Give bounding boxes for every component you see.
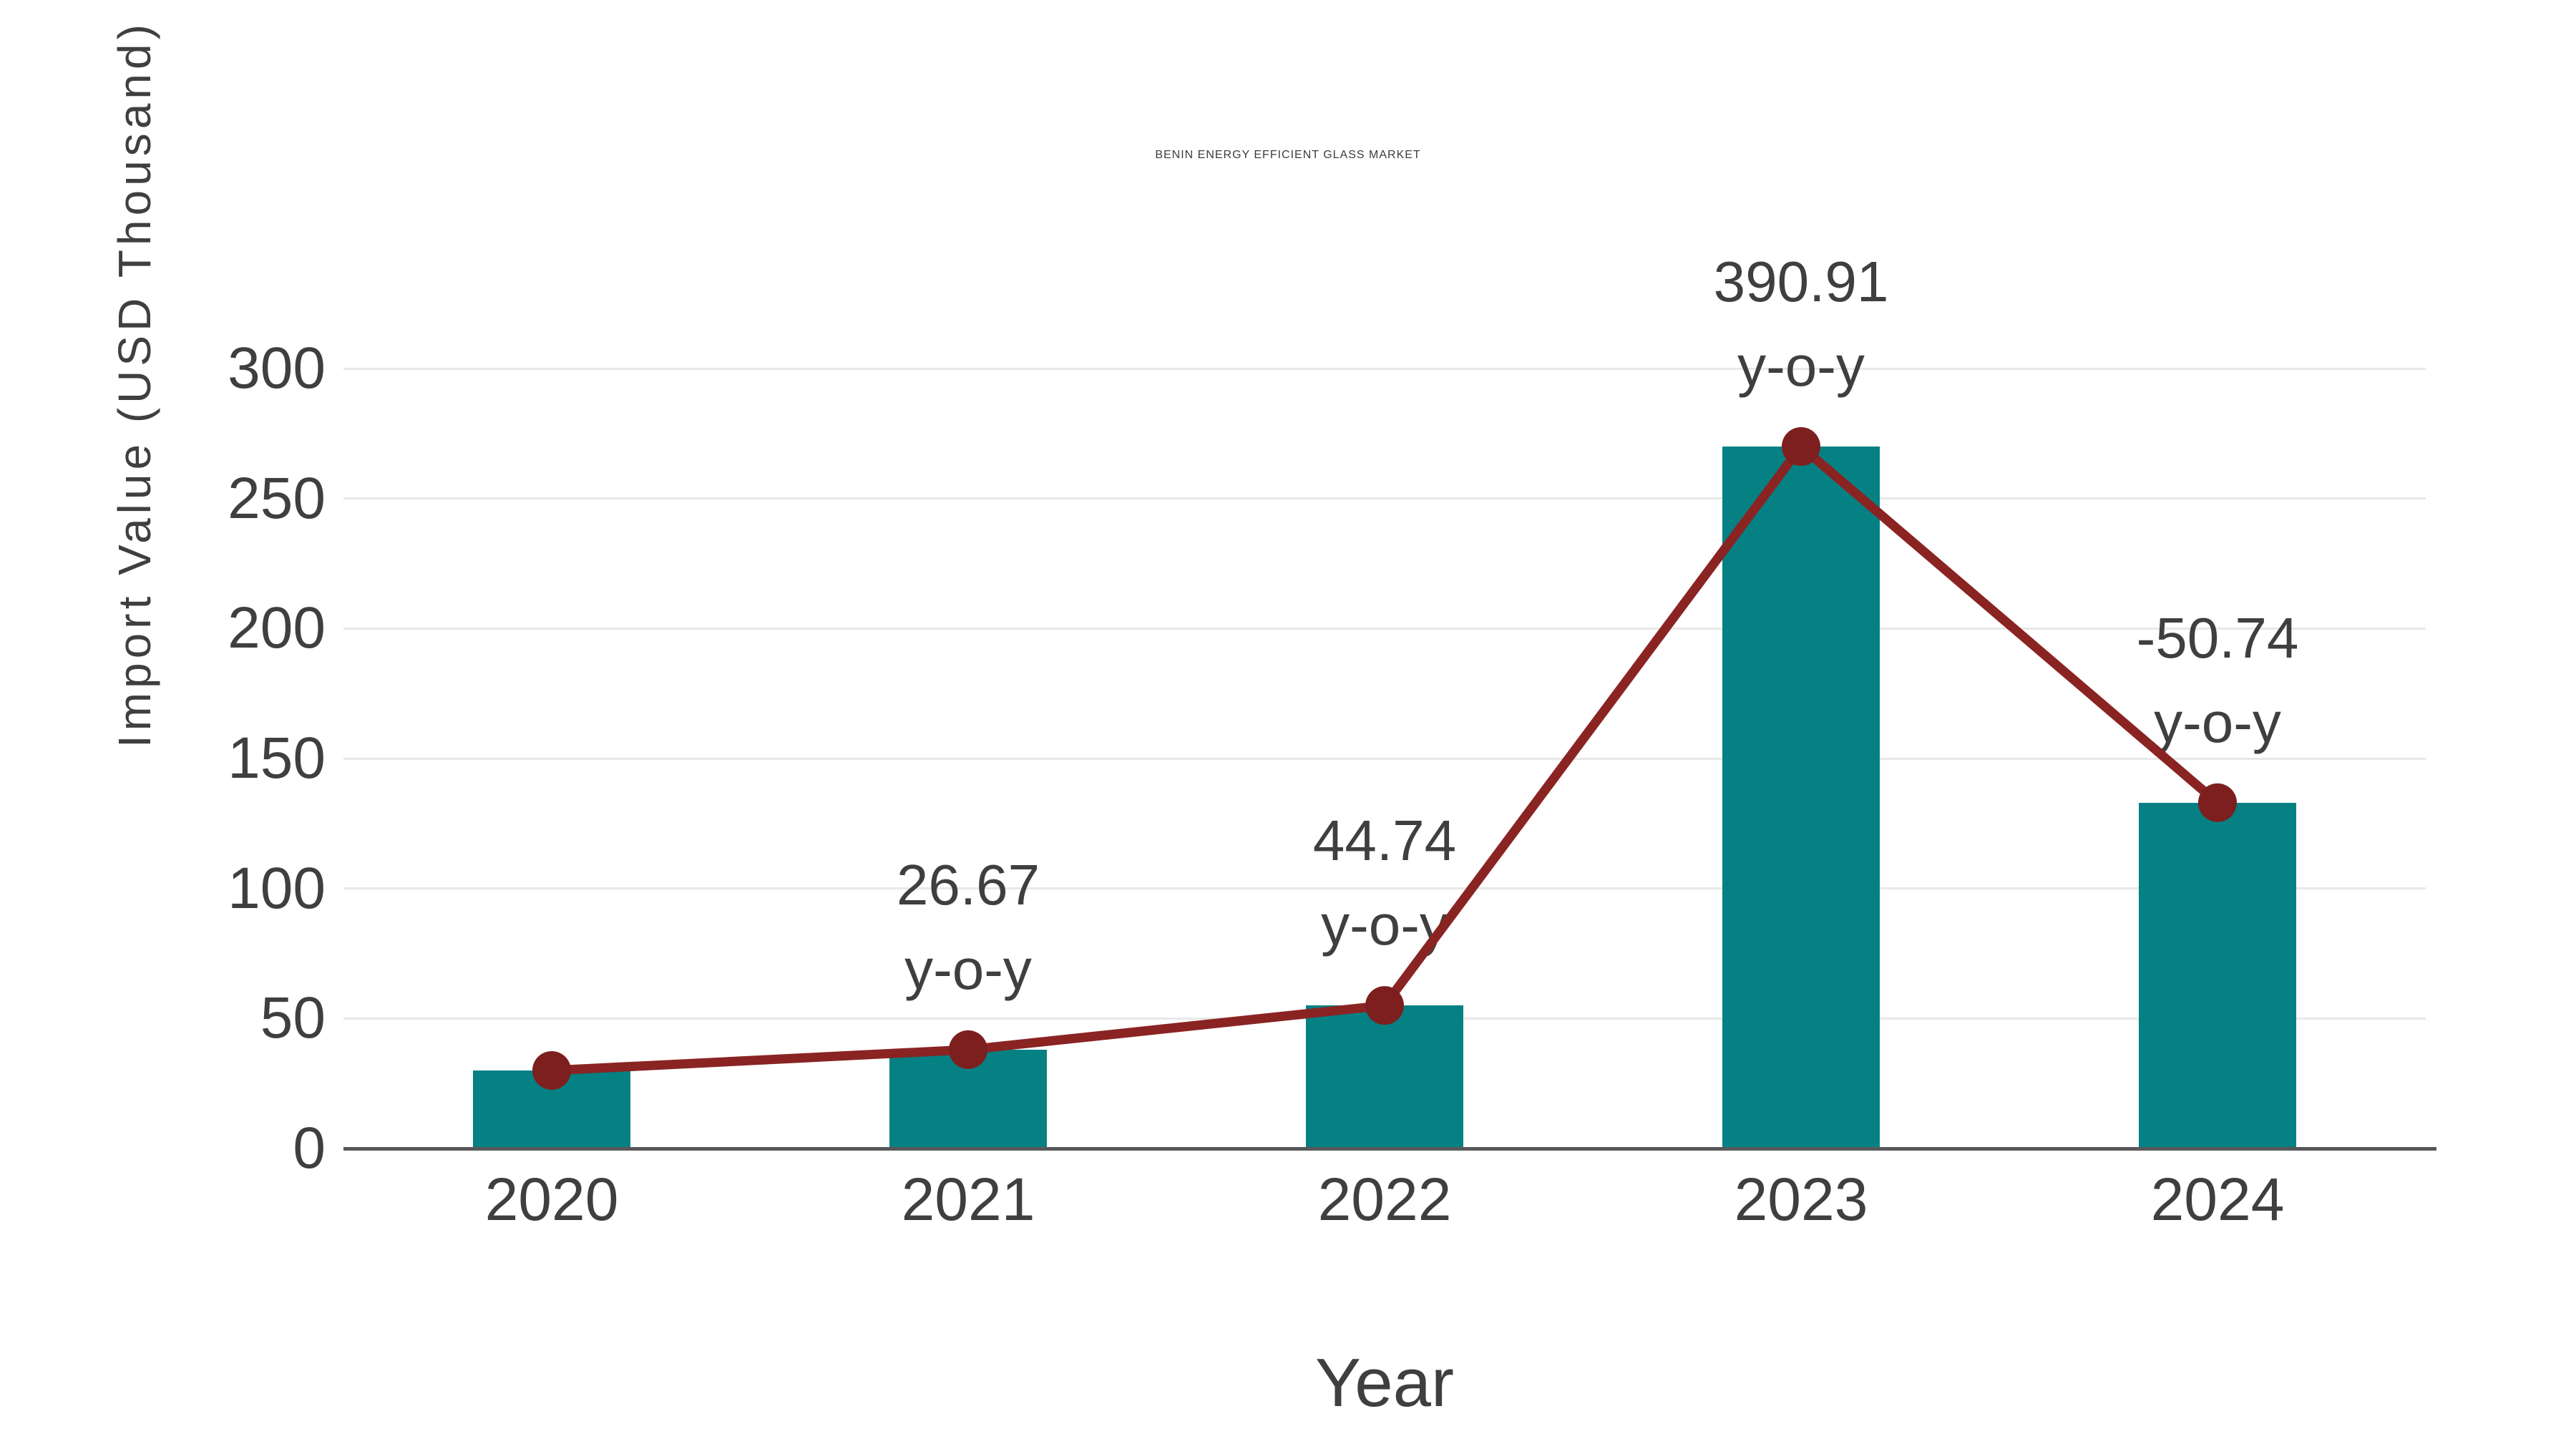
data-point-marker-2022 xyxy=(1365,986,1404,1025)
annotation-2021-value: 26.67 xyxy=(896,852,1040,917)
gridline-200 xyxy=(343,627,2426,630)
bar-2024 xyxy=(2139,802,2296,1148)
x-axis-line xyxy=(343,1147,2436,1151)
annotation-2023-value: 390.91 xyxy=(1713,250,1889,313)
chart-title: BENIN ENERGY EFFICIENT GLASS MARKET xyxy=(1155,149,1421,161)
x-tick-label-2024: 2024 xyxy=(2150,1166,2285,1233)
y-tick-label-300: 300 xyxy=(228,336,326,401)
gridline-250 xyxy=(343,497,2426,500)
bar-2022 xyxy=(1306,1005,1463,1148)
gridline-150 xyxy=(343,757,2426,760)
y-tick-label-100: 100 xyxy=(228,855,326,921)
annotation-2021-suffix: y-o-y xyxy=(904,937,1032,1001)
gridline-100 xyxy=(343,887,2426,890)
y-tick-label-50: 50 xyxy=(260,985,326,1051)
x-tick-label-2023: 2023 xyxy=(1734,1166,1868,1233)
y-tick-label-150: 150 xyxy=(228,726,326,791)
trend-line xyxy=(551,439,2221,1075)
y-tick-label-200: 200 xyxy=(228,595,326,661)
data-point-marker-2020 xyxy=(532,1051,571,1090)
data-point-marker-2024 xyxy=(2198,783,2237,822)
bar-2023 xyxy=(1722,447,1880,1148)
annotation-2022-value: 44.74 xyxy=(1312,809,1457,873)
data-point-marker-2023 xyxy=(1782,427,1820,466)
x-tick-label-2020: 2020 xyxy=(484,1166,619,1233)
x-axis-title: Year xyxy=(1315,1345,1454,1421)
annotation-2023-suffix: y-o-y xyxy=(1737,334,1865,398)
x-tick-label-2021: 2021 xyxy=(901,1166,1035,1233)
gridline-300 xyxy=(343,367,2426,370)
y-tick-label-250: 250 xyxy=(228,465,326,531)
y-tick-label-0: 0 xyxy=(293,1116,326,1181)
annotation-2024-suffix: y-o-y xyxy=(2154,690,2281,754)
annotation-2024-value: -50.74 xyxy=(2136,605,2299,670)
data-point-marker-2021 xyxy=(949,1030,987,1069)
x-tick-label-2022: 2022 xyxy=(1317,1166,1452,1233)
